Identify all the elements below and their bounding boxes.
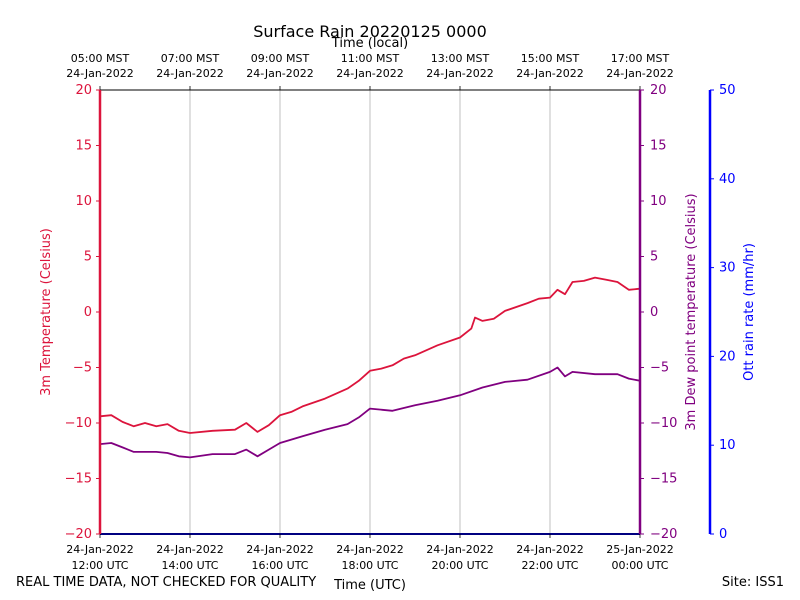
right2-axis-label: Ott rain rate (mm/hr) — [742, 243, 757, 381]
top-tick-label-date: 24-Jan-2022 — [336, 67, 404, 80]
right2-tick-label: 0 — [719, 527, 727, 542]
left-tick-label: 0 — [84, 305, 92, 320]
left-tick-label: −5 — [73, 361, 92, 376]
axes-layer: 24-Jan-2022 12:00 UTC 05:00 MST 24-Jan-2022… — [39, 52, 757, 572]
right1-tick-label: 5 — [650, 250, 658, 265]
top-tick-label-time: 17:00 MST — [611, 52, 670, 65]
x-tick-label-date: 24-Jan-2022 — [246, 543, 314, 556]
top-axis-label: Time (local) — [331, 36, 408, 51]
top-tick-label-time: 05:00 MST — [71, 52, 130, 65]
top-tick-label-date: 24-Jan-2022 — [156, 67, 224, 80]
series-line — [99, 366, 641, 459]
chart-title: Surface Rain 20220125 0000 — [253, 22, 487, 41]
gridlines — [189, 90, 551, 534]
x-tick-label-time: 14:00 UTC — [161, 559, 218, 572]
quality-notice: REAL TIME DATA, NOT CHECKED FOR QUALITY — [16, 575, 317, 590]
x-tick-label-date: 24-Jan-2022 — [516, 543, 584, 556]
top-tick-label-date: 24-Jan-2022 — [246, 67, 314, 80]
left-axis-label: 3m Temperature (Celsius) — [39, 228, 54, 396]
top-tick-label-date: 24-Jan-2022 — [66, 67, 134, 80]
x-tick-label-time: 12:00 UTC — [71, 559, 128, 572]
top-tick-label-date: 24-Jan-2022 — [426, 67, 494, 80]
top-tick-label-date: 24-Jan-2022 — [516, 67, 584, 80]
x-tick-label-date: 24-Jan-2022 — [426, 543, 494, 556]
x-tick-label-date: 24-Jan-2022 — [156, 543, 224, 556]
top-tick-label-time: 09:00 MST — [251, 52, 310, 65]
right1-tick-label: −20 — [650, 527, 677, 542]
x-tick-label-time: 18:00 UTC — [341, 559, 398, 572]
top-tick-label-time: 07:00 MST — [161, 52, 220, 65]
left-tick-label: −20 — [65, 527, 92, 542]
left-tick-label: 20 — [75, 83, 92, 98]
left-tick-label: 15 — [75, 139, 92, 154]
x-tick-label-time: 20:00 UTC — [431, 559, 488, 572]
top-tick-label-time: 11:00 MST — [341, 52, 400, 65]
top-tick-label-date: 24-Jan-2022 — [606, 67, 674, 80]
right1-tick-label: −15 — [650, 472, 677, 487]
x-tick-label-time: 00:00 UTC — [611, 559, 668, 572]
x-tick-label-date: 24-Jan-2022 — [66, 543, 134, 556]
x-tick-label-time: 22:00 UTC — [521, 559, 578, 572]
right2-tick-label: 20 — [719, 349, 736, 364]
x-tick-label-date: 24-Jan-2022 — [336, 543, 404, 556]
right1-axis-label: 3m Dew point temperature (Celsius) — [684, 193, 699, 430]
right1-tick-label: −5 — [650, 361, 669, 376]
left-tick-label: 10 — [75, 194, 92, 209]
right1-tick-label: 20 — [650, 83, 667, 98]
x-axis-label: Time (UTC) — [333, 578, 406, 593]
right1-tick-label: 0 — [650, 305, 658, 320]
x-tick-label-time: 16:00 UTC — [251, 559, 308, 572]
right1-tick-label: 15 — [650, 139, 667, 154]
right2-tick-label: 40 — [719, 172, 736, 187]
right2-tick-label: 30 — [719, 261, 736, 276]
right1-tick-label: 10 — [650, 194, 667, 209]
site-label: Site: ISS1 — [721, 575, 784, 590]
right1-tick-label: −10 — [650, 416, 677, 431]
series-line — [99, 276, 641, 434]
right2-tick-label: 50 — [719, 83, 736, 98]
left-tick-label: −10 — [65, 416, 92, 431]
top-tick-label-time: 15:00 MST — [521, 52, 580, 65]
left-tick-label: 5 — [84, 250, 92, 265]
left-tick-label: −15 — [65, 472, 92, 487]
x-tick-label-date: 25-Jan-2022 — [606, 543, 674, 556]
right2-tick-label: 10 — [719, 438, 736, 453]
top-tick-label-time: 13:00 MST — [431, 52, 490, 65]
